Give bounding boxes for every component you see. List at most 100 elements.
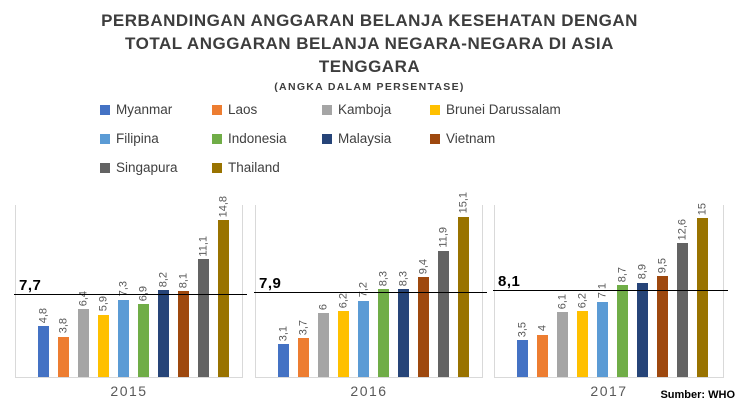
bar-slot: 7,2 (357, 205, 369, 377)
bar-slot: 3,7 (297, 205, 309, 377)
bar-slot: 9,5 (656, 205, 668, 377)
bar-malaysia-2017 (637, 282, 648, 377)
chart-legend: Myanmar Laos Kamboja Brunei Darussalam Filip… (100, 101, 561, 176)
category-label-2016: 2016 (350, 383, 388, 399)
bar-laos-2016 (298, 337, 309, 377)
legend-label: Indonesia (228, 131, 287, 146)
bar-malaysia-2015 (158, 290, 169, 377)
reference-line-2016 (254, 292, 487, 294)
bar-brunei-darussalam-2015 (98, 314, 109, 377)
legend-swatch-icon (322, 133, 332, 144)
legend-item-malaysia: Malaysia (322, 130, 430, 147)
bar-value-label: 8,7 (616, 266, 628, 282)
chart-title-line: PERBANDINGAN ANGGARAN BELANJA KESEHATAN … (101, 11, 638, 30)
legend-label: Laos (228, 102, 258, 117)
bar-value-label: 15 (696, 202, 708, 215)
legend-item-filipina: Filipina (100, 130, 212, 147)
bar-value-label: 3,5 (516, 321, 528, 337)
legend-swatch-icon (212, 133, 222, 144)
bar-value-label: 12,6 (676, 218, 688, 241)
bar-thailand-2017 (697, 218, 708, 377)
bar-slot: 6,9 (137, 205, 149, 377)
bar-singapura-2017 (677, 243, 688, 377)
bar-filipina-2016 (358, 300, 369, 377)
bar-value-label: 6,9 (137, 285, 149, 301)
bar-laos-2015 (58, 336, 69, 377)
bar-slot: 4 (536, 205, 548, 377)
bar-slot: 6,1 (556, 205, 568, 377)
chart-title-line: TOTAL ANGGARAN BELANJA NEGARA-NEGARA DI … (125, 34, 614, 53)
bar-filipina-2015 (118, 299, 129, 377)
bar-value-label: 3,7 (297, 319, 309, 335)
legend-swatch-icon (212, 162, 222, 173)
bar-slot: 11,9 (437, 205, 449, 377)
bar-vietnam-2016 (418, 277, 429, 377)
reference-line-2015 (14, 294, 247, 296)
legend-item-kamboja: Kamboja (322, 101, 430, 118)
bar-slot: 6,4 (77, 205, 89, 377)
bar-value-label: 8,3 (397, 270, 409, 286)
chart-title: PERBANDINGAN ANGGARAN BELANJA KESEHATAN … (0, 0, 739, 78)
legend-item-singapura: Singapura (100, 159, 212, 176)
bar-slot: 6,2 (337, 205, 349, 377)
bar-value-label: 8,3 (377, 270, 389, 286)
chart-title-line: TENGGARA (318, 57, 421, 76)
bar-value-label: 6 (317, 304, 329, 311)
bar-value-label: 14,8 (217, 195, 229, 218)
bar-laos-2017 (537, 334, 548, 377)
bar-slot: 3,8 (57, 205, 69, 377)
bar-value-label: 8,9 (636, 264, 648, 280)
bar-slot: 6,2 (576, 205, 588, 377)
bar-group-2016: 3,1 3,7 6 6,2 7,2 8,3 8,3 9,4 11,9 15,1 (256, 192, 482, 377)
legend-item-vietnam: Vietnam (430, 130, 561, 147)
category-label-2015: 2015 (110, 383, 148, 399)
bar-thailand-2015 (218, 220, 229, 377)
bar-value-label: 6,4 (77, 290, 89, 307)
bar-kamboja-2016 (318, 313, 329, 377)
legend-item-myanmar: Myanmar (100, 101, 212, 118)
bar-slot: 4,8 (37, 205, 49, 377)
bar-value-label: 4 (536, 325, 548, 332)
bar-group-2015: 4,8 3,8 6,4 5,9 7,3 6,9 8,2 8,1 11,1 14,8 (16, 196, 242, 377)
chart-subtitle: (ANGKA DALAM PERSENTASE) (274, 81, 465, 93)
bar-vietnam-2015 (178, 291, 189, 377)
legend-label: Vietnam (446, 131, 496, 146)
legend-label: Thailand (228, 160, 280, 175)
bar-malaysia-2016 (398, 289, 409, 377)
bar-value-label: 9,5 (656, 258, 668, 274)
bar-slot: 15,1 (457, 192, 469, 377)
legend-swatch-icon (212, 104, 222, 115)
legend-label: Kamboja (338, 102, 392, 117)
reference-line-label: 8,1 (498, 273, 521, 291)
bar-group-2017: 3,5 4 6,1 6,2 7,1 8,7 8,9 9,5 12,6 15 (495, 202, 723, 377)
legend-swatch-icon (100, 133, 110, 144)
chart-panel-2015: 4,8 3,8 6,4 5,9 7,3 6,9 8,2 8,1 11,1 14,8 7,7 2015 (14, 196, 247, 399)
bar-myanmar-2017 (517, 339, 528, 377)
legend-swatch-icon (430, 133, 440, 144)
bar-value-label: 4,8 (37, 307, 49, 324)
bar-value-label: 8,1 (177, 272, 189, 289)
reference-line-2017 (493, 290, 728, 292)
legend-item-thailand: Thailand (212, 159, 322, 176)
legend-label: Myanmar (116, 102, 173, 117)
bar-indonesia-2016 (378, 289, 389, 377)
bar-slot: 14,8 (217, 196, 229, 377)
bar-brunei-darussalam-2017 (577, 311, 588, 377)
bar-slot: 8,3 (397, 205, 409, 377)
legend-swatch-icon (100, 162, 110, 173)
bar-myanmar-2015 (38, 326, 49, 377)
bar-vietnam-2017 (657, 276, 668, 377)
legend-item-indonesia: Indonesia (212, 130, 322, 147)
bar-value-label: 6,2 (337, 293, 349, 309)
bar-value-label: 11,9 (437, 227, 449, 248)
bar-value-label: 7,2 (357, 282, 369, 298)
bar-brunei-darussalam-2016 (338, 311, 349, 377)
bar-slot: 8,3 (377, 205, 389, 377)
bar-value-label: 3,1 (277, 325, 289, 342)
bar-slot: 7,1 (596, 205, 608, 377)
reference-line-label: 7,7 (19, 277, 42, 295)
bar-thailand-2016 (458, 216, 469, 377)
legend-swatch-icon (100, 104, 110, 115)
reference-line-label: 7,9 (259, 275, 282, 293)
